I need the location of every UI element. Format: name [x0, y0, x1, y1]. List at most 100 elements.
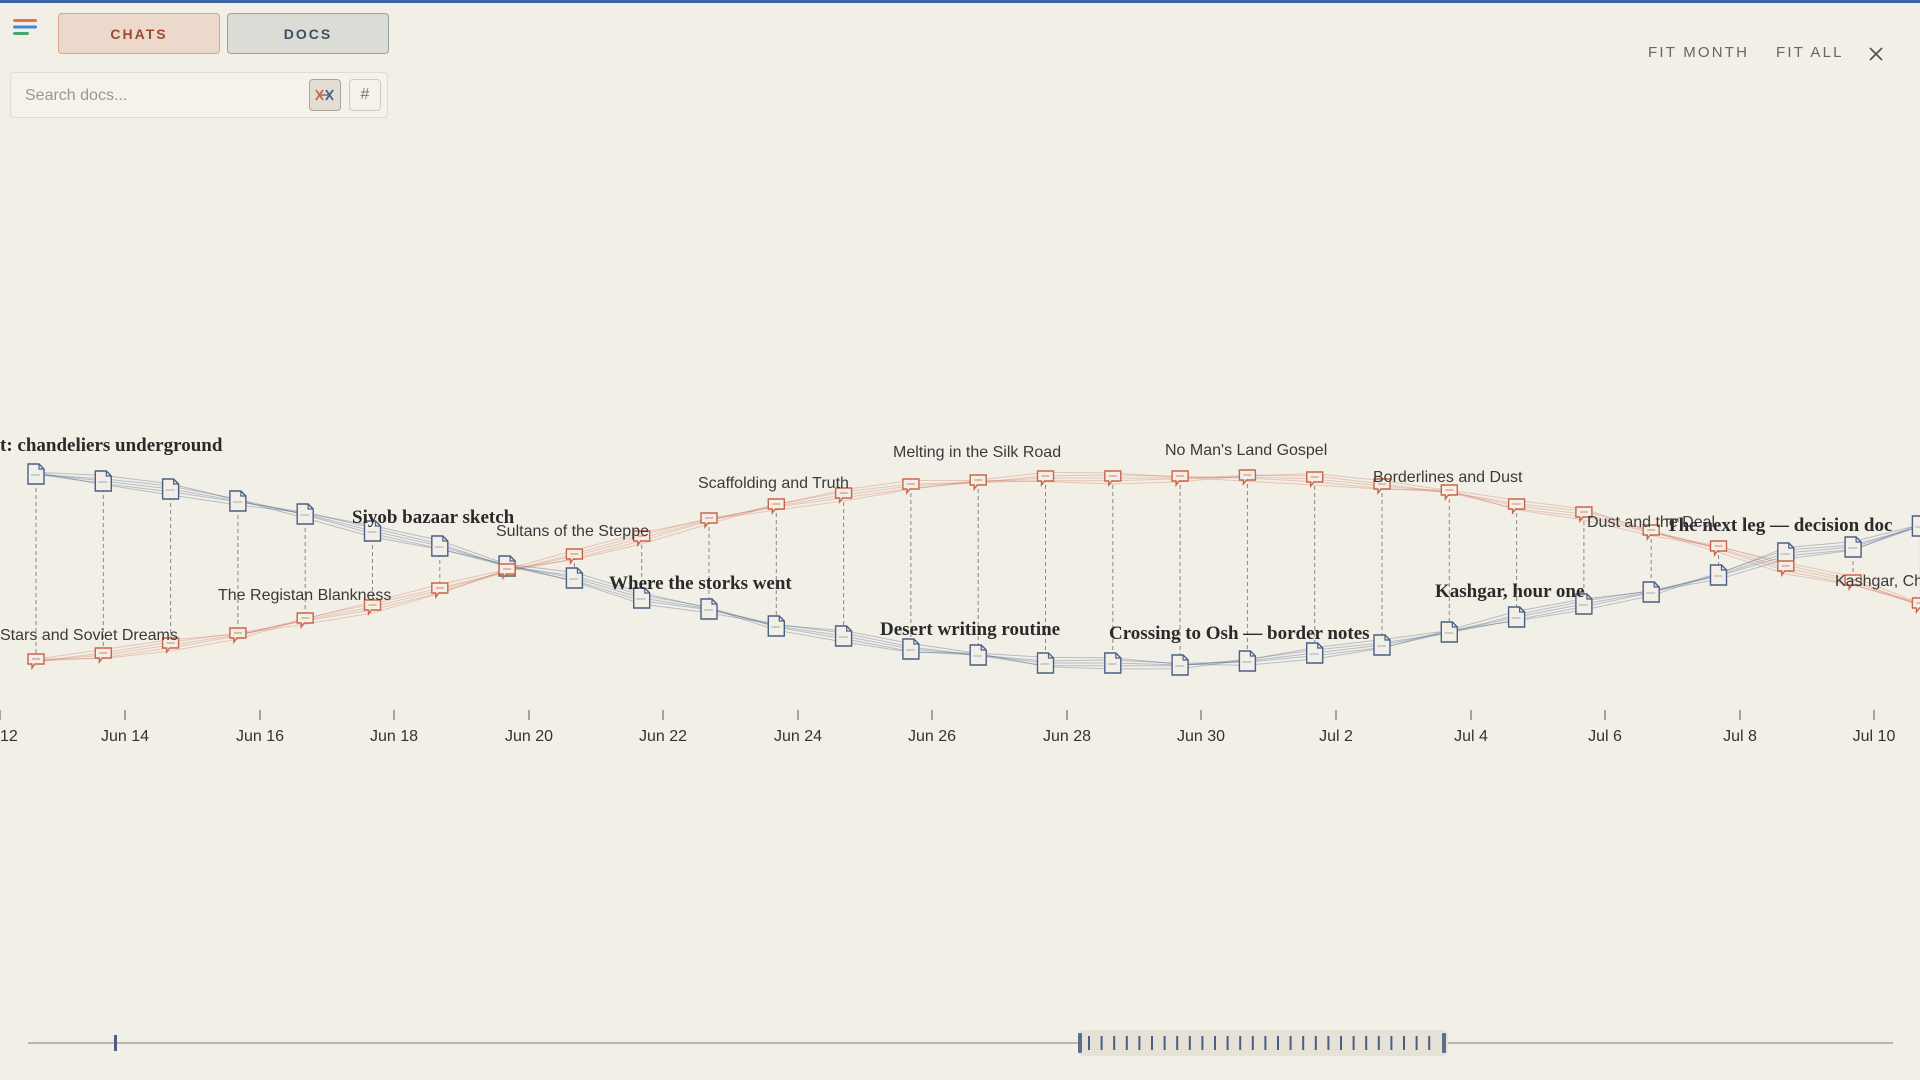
document-icon[interactable] [902, 638, 920, 660]
minimap-right-handle[interactable] [1442, 1033, 1446, 1053]
chat-bubble-icon[interactable] [1036, 470, 1055, 488]
doc-label[interactable]: Crossing to Osh — border notes [1109, 623, 1370, 644]
chat-bubble-icon[interactable] [1507, 498, 1526, 516]
chat-bubble-icon[interactable] [1104, 470, 1122, 488]
chat-bubble-icon[interactable] [1305, 471, 1324, 489]
doc-label[interactable]: Kashgar, hour one [1435, 581, 1584, 602]
document-icon[interactable] [834, 625, 853, 647]
chat-label[interactable]: Dust and the Deal [1587, 514, 1715, 531]
chat-bubble-icon[interactable] [296, 612, 314, 630]
fuzzy-toggle-button[interactable] [309, 79, 341, 111]
chat-label[interactable]: The Registan Blankness [218, 587, 391, 604]
chat-bubble-icon[interactable] [161, 637, 180, 655]
chat-bubble-icon[interactable] [1911, 597, 1920, 615]
document-icon[interactable] [229, 490, 247, 512]
chat-bubble-icon[interactable] [1171, 470, 1189, 488]
doc-label[interactable]: The next leg — decision doc [1666, 515, 1892, 536]
chat-label[interactable]: Sultans of the Steppe [496, 523, 649, 540]
date-axis: 12 Jun 14 Jun 16 Jun 18 Jun 20 Jun 22 Ju… [0, 710, 1895, 745]
document-icon[interactable] [1305, 642, 1324, 664]
fuzzy-toggle-icon [315, 89, 334, 101]
chat-label[interactable]: Melting in the Silk Road [893, 444, 1061, 461]
document-icon[interactable] [1575, 593, 1593, 615]
document-icon[interactable] [969, 644, 987, 666]
chat-bubble-icon[interactable] [1709, 540, 1728, 558]
chat-bubble-icon[interactable] [633, 530, 651, 548]
chat-bubble-icon[interactable] [1642, 524, 1660, 542]
document-icon[interactable] [1709, 564, 1728, 586]
document-icon[interactable] [363, 520, 382, 542]
document-icon[interactable] [431, 535, 449, 557]
tag-filter-button[interactable]: # [349, 79, 381, 111]
chat-bubble-icon[interactable] [565, 548, 584, 566]
document-icon[interactable] [1911, 515, 1920, 537]
chat-label[interactable]: No Man's Land Gospel [1165, 442, 1327, 459]
minimap-tick [1088, 1036, 1090, 1050]
chat-bubble-icon[interactable] [1844, 574, 1862, 592]
doc-label[interactable]: Siyob bazaar sketch [352, 507, 515, 528]
axis-label: Jul 6 [1588, 728, 1622, 745]
document-icon[interactable] [1440, 621, 1459, 643]
chat-bubble-icon[interactable] [229, 627, 247, 645]
fit-month-button[interactable]: FIT MONTH [1648, 44, 1750, 61]
close-icon[interactable] [1868, 46, 1884, 62]
document-icon[interactable] [296, 503, 314, 525]
minimap-tick [1340, 1036, 1342, 1050]
fit-all-button[interactable]: FIT ALL [1776, 44, 1844, 61]
chat-bubble-icon[interactable] [1575, 506, 1593, 524]
document-icon[interactable] [1104, 652, 1122, 674]
doc-label[interactable]: Where the storks went [609, 573, 792, 594]
minimap-tick [1163, 1036, 1166, 1050]
document-icon[interactable] [1844, 536, 1862, 558]
chat-label[interactable]: Stars and Soviet Dreams [0, 627, 178, 644]
chat-bubble-icon[interactable] [902, 478, 920, 496]
axis-label: Jul 4 [1454, 728, 1488, 745]
document-icon[interactable] [1036, 652, 1055, 674]
document-icon[interactable] [1507, 606, 1526, 628]
minimap-left-handle[interactable] [1078, 1033, 1082, 1053]
chat-bubble-icon[interactable] [767, 498, 785, 516]
chat-bubble-icon[interactable] [498, 563, 516, 581]
document-icon[interactable] [700, 598, 718, 620]
axis-label: Jun 22 [639, 728, 687, 745]
document-icon[interactable] [1373, 634, 1391, 656]
document-icon[interactable] [94, 470, 113, 492]
document-icon[interactable] [1642, 581, 1660, 603]
timeline-minimap[interactable] [28, 1030, 1893, 1056]
document-icon[interactable] [1171, 654, 1189, 676]
document-icon[interactable] [1238, 650, 1257, 672]
chat-bubble-icon[interactable] [969, 474, 987, 492]
minimap-tick [1302, 1036, 1305, 1050]
chat-label[interactable]: Kashgar, Ch [1835, 573, 1920, 590]
chat-bubble-icon[interactable] [1777, 560, 1795, 578]
chat-bubble-icon[interactable] [27, 653, 45, 671]
menu-icon[interactable] [13, 19, 39, 37]
document-icon[interactable] [633, 587, 651, 609]
tab-docs[interactable]: DOCS [227, 13, 389, 54]
chat-bubble-icon[interactable] [94, 647, 113, 665]
chat-bubble-icon[interactable] [431, 582, 449, 600]
chat-label[interactable]: Scaffolding and Truth [698, 475, 849, 492]
chat-bubble-icon[interactable] [1440, 484, 1459, 502]
minimap-tick [1403, 1036, 1405, 1050]
chat-label[interactable]: Borderlines and Dust [1373, 469, 1523, 486]
chat-bubble-icon[interactable] [1238, 469, 1257, 487]
document-icon[interactable] [161, 478, 180, 500]
chat-bubble-icon[interactable] [834, 487, 853, 505]
chat-bubble-icon[interactable] [363, 599, 382, 617]
doc-label[interactable]: Desert writing routine [880, 619, 1060, 640]
doc-label[interactable]: t: chandeliers underground [0, 435, 223, 456]
chat-bubble-icon[interactable] [700, 512, 718, 530]
document-icon[interactable] [1777, 542, 1795, 564]
minimap-tick [1188, 1036, 1191, 1050]
search-input[interactable] [11, 73, 317, 119]
document-icon[interactable] [565, 567, 584, 589]
document-icon[interactable] [27, 463, 45, 485]
tab-chats[interactable]: CHATS [58, 13, 220, 54]
minimap-tick [1226, 1036, 1229, 1050]
search-box: # [10, 72, 388, 119]
document-icon[interactable] [767, 615, 785, 637]
chat-bubble-icon[interactable] [1373, 478, 1391, 496]
minimap-viewport[interactable] [1078, 1030, 1448, 1056]
